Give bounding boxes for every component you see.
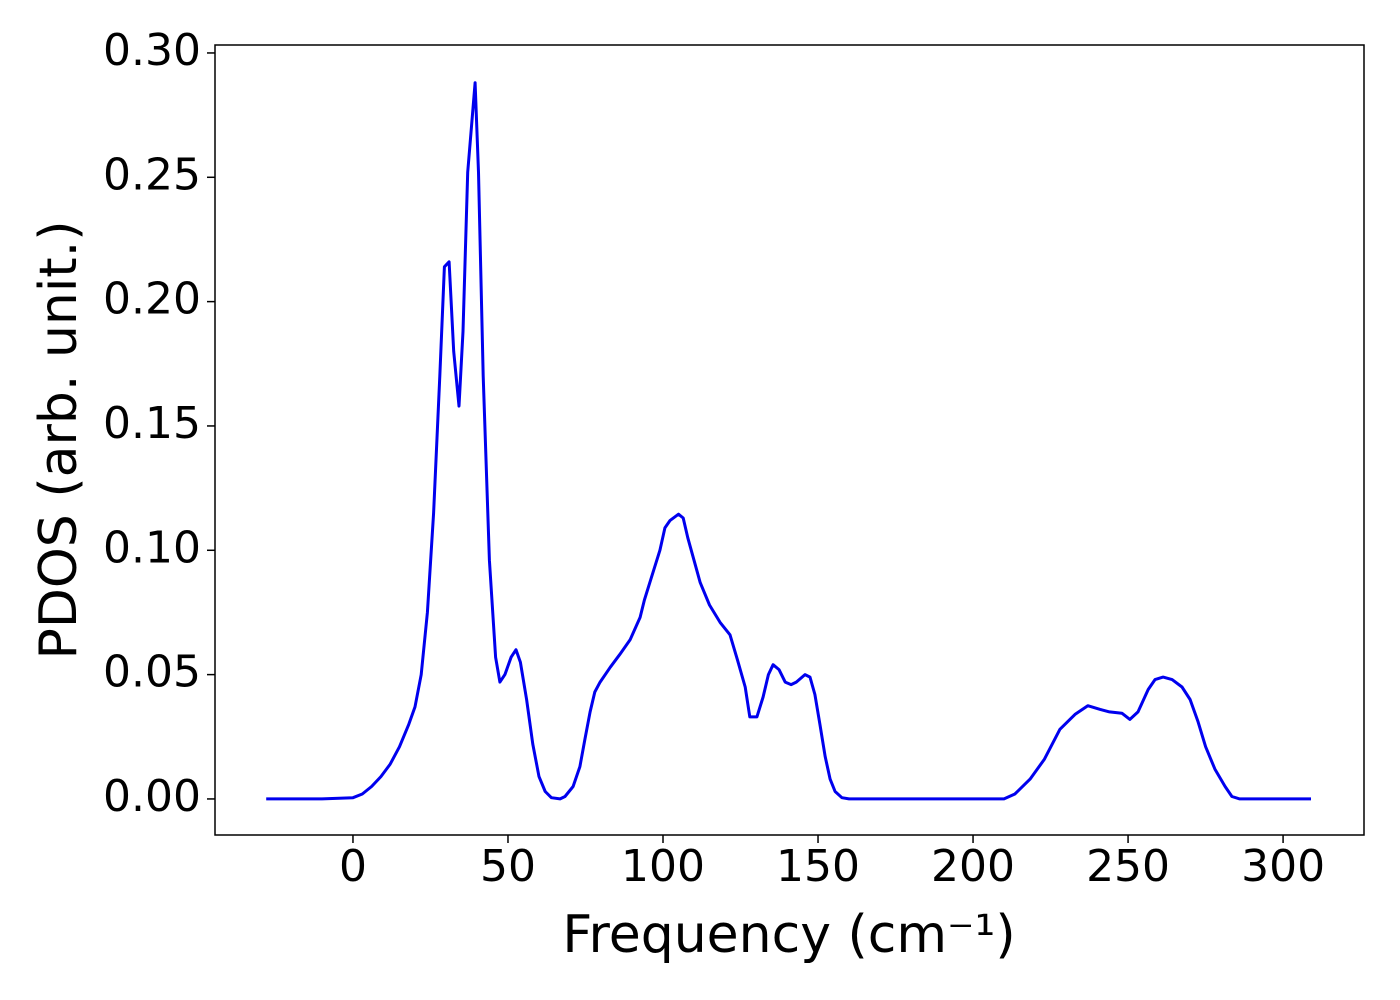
x-tick-label: 200 (931, 841, 1015, 892)
y-tick-label: 0.15 (103, 398, 201, 449)
y-tick-label: 0.05 (103, 647, 201, 698)
x-tick-label: 50 (480, 841, 536, 892)
x-tick-label: 150 (776, 841, 860, 892)
y-tick-label: 0.00 (103, 771, 201, 822)
x-tick-label: 250 (1086, 841, 1170, 892)
x-tick-label: 300 (1241, 841, 1325, 892)
y-tick-label: 0.25 (103, 149, 201, 200)
y-tick-label: 0.10 (103, 522, 201, 573)
y-axis-label: PDOS (arb. unit.) (29, 220, 89, 659)
x-tick-label: 0 (339, 841, 367, 892)
y-tick-label: 0.20 (103, 274, 201, 325)
plot-frame (214, 44, 1365, 836)
data-line (266, 81, 1311, 801)
x-axis-label: Frequency (cm⁻¹) (562, 905, 1015, 965)
y-tick-label: 0.30 (103, 25, 201, 76)
x-tick-label: 100 (621, 841, 705, 892)
